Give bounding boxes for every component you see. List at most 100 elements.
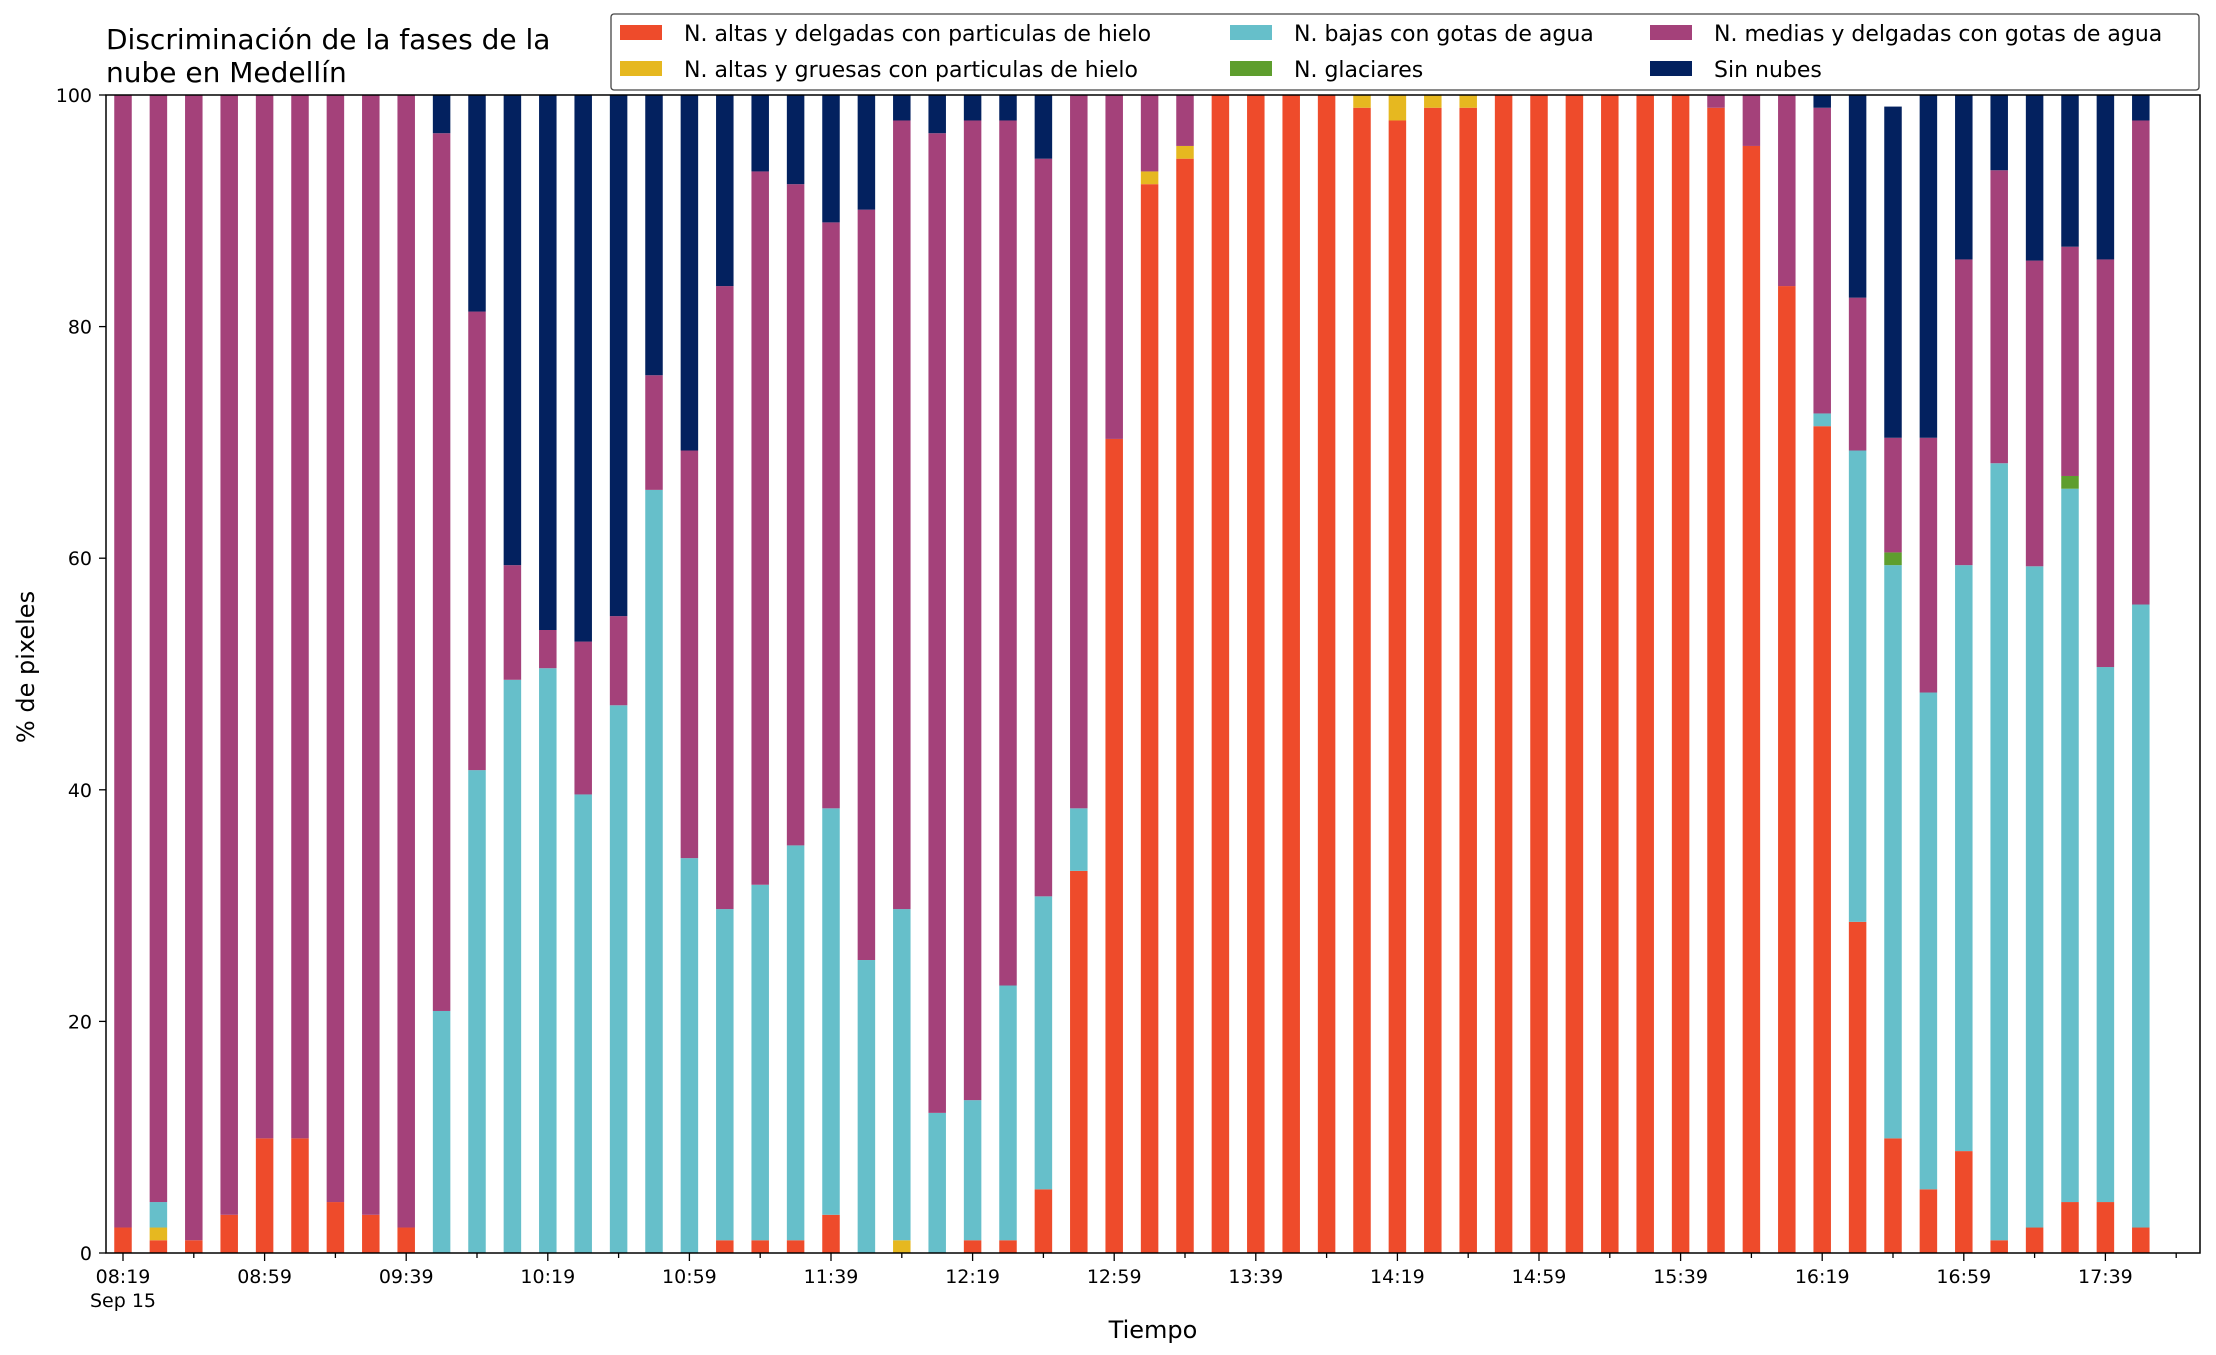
bar-segment bbox=[1034, 1189, 1053, 1253]
bar-segment bbox=[1353, 95, 1371, 108]
bar-segment bbox=[786, 1240, 805, 1253]
bar-segment bbox=[1140, 95, 1159, 172]
bar-segment bbox=[1105, 95, 1123, 439]
chart-title: Discriminación de la fases de la nube en… bbox=[106, 23, 559, 89]
bar-segment bbox=[1459, 95, 1477, 108]
bar-segment bbox=[1919, 95, 1938, 438]
bar-segment bbox=[1034, 95, 1053, 159]
bar-segment bbox=[1176, 95, 1194, 146]
bar-segment bbox=[963, 95, 982, 121]
legend-swatch bbox=[620, 61, 662, 76]
legend-label: N. bajas con gotas de agua bbox=[1294, 22, 1594, 47]
bar-segment bbox=[1848, 921, 1867, 1253]
bar-segment bbox=[1955, 259, 1973, 566]
bar-segment bbox=[1884, 106, 1902, 438]
bar-segment bbox=[999, 1240, 1017, 1253]
bar-segment bbox=[2025, 95, 2044, 261]
x-tick-label: 12:59 bbox=[1087, 1266, 1142, 1288]
bar-segment bbox=[1848, 297, 1867, 451]
bar-segment bbox=[574, 641, 592, 795]
bar-segment bbox=[255, 1138, 274, 1253]
bar-segment bbox=[786, 95, 805, 185]
bar-segment bbox=[326, 95, 345, 1203]
bar-segment bbox=[893, 909, 911, 1241]
bar-segment bbox=[1778, 286, 1796, 1253]
bar-segment bbox=[963, 1240, 982, 1253]
bar-segment bbox=[1176, 145, 1194, 159]
bar-segment bbox=[1955, 565, 1973, 1152]
bar-segment bbox=[149, 1240, 168, 1253]
bar-segment bbox=[2061, 488, 2079, 1203]
bar-segment bbox=[1919, 692, 1938, 1190]
bar-segment bbox=[1884, 565, 1902, 1139]
x-tick-label: 08:19 bbox=[96, 1266, 151, 1288]
legend-swatch bbox=[1230, 25, 1272, 40]
bar-segment bbox=[1140, 184, 1159, 1253]
bar-segment bbox=[539, 95, 557, 630]
bar-segment bbox=[220, 1214, 238, 1253]
bar-segment bbox=[362, 1214, 380, 1253]
bar-segment bbox=[503, 95, 522, 566]
bar-segment bbox=[1070, 95, 1088, 809]
bar-segment bbox=[1919, 437, 1938, 693]
bar-segment bbox=[2132, 120, 2150, 605]
bar-segment bbox=[2061, 475, 2079, 489]
bar-segment bbox=[680, 95, 699, 451]
bar-segment bbox=[149, 1202, 168, 1228]
bar-segment bbox=[397, 95, 415, 1228]
bar-segment bbox=[1459, 107, 1477, 1254]
bar-segment bbox=[397, 1227, 415, 1253]
bar-segment bbox=[2096, 95, 2115, 260]
bar-segment bbox=[645, 375, 663, 490]
bar-segment bbox=[1955, 1151, 1973, 1253]
bar-segment bbox=[2132, 1227, 2150, 1253]
bar-segment bbox=[255, 95, 274, 1139]
bar-segment bbox=[468, 95, 486, 312]
bar-segment bbox=[1671, 95, 1690, 1253]
bar-segment bbox=[149, 95, 168, 1203]
bar-segment bbox=[1990, 95, 2008, 171]
x-axis: 08:19 08:59 09:39 10:19 10:59 11:39 12:19 12:59… bbox=[90, 1253, 2177, 1312]
bar-segment bbox=[574, 95, 592, 642]
bar-segment bbox=[1813, 413, 1831, 427]
bar-segment bbox=[1070, 870, 1088, 1253]
bar-segment bbox=[1955, 95, 1973, 260]
plot-frame bbox=[105, 94, 2201, 1254]
bar-segment bbox=[786, 845, 805, 1241]
x-tick-label: 10:59 bbox=[662, 1266, 717, 1288]
legend-box bbox=[610, 13, 2200, 91]
bar-segment bbox=[786, 184, 805, 846]
bar-segment bbox=[822, 1214, 840, 1253]
bar-segment bbox=[468, 770, 486, 1253]
bar-segment bbox=[1211, 95, 1230, 1253]
bar-segment bbox=[114, 95, 132, 1228]
bar-segment bbox=[893, 1240, 911, 1253]
bar-segment bbox=[893, 95, 911, 121]
bar-segment bbox=[609, 95, 628, 617]
bar-segment bbox=[999, 985, 1017, 1241]
bar-segment bbox=[1813, 426, 1831, 1253]
bar-segment bbox=[185, 95, 203, 1241]
bar-segment bbox=[539, 668, 557, 1253]
x-tick-label: 17:39 bbox=[2078, 1266, 2133, 1288]
legend: N. altas y delgadas con particulas de hi… bbox=[610, 13, 2200, 91]
x-tick-sublabel: Sep 15 bbox=[90, 1290, 156, 1312]
legend-label: Sin nubes bbox=[1714, 58, 1822, 83]
x-tick-label: 13:39 bbox=[1228, 1266, 1283, 1288]
bar-segment bbox=[1494, 95, 1513, 1253]
x-tick-label: 10:19 bbox=[520, 1266, 575, 1288]
bar-segment bbox=[1813, 95, 1831, 108]
y-tick-label: 40 bbox=[68, 780, 92, 802]
y-axis-title: % de pixeles bbox=[12, 591, 40, 743]
bar-segment bbox=[1884, 552, 1902, 566]
bar-segment bbox=[1070, 808, 1088, 871]
bar-segment bbox=[680, 450, 699, 859]
bar-segment bbox=[822, 95, 840, 223]
legend-swatch bbox=[1650, 25, 1692, 40]
bar-segment bbox=[751, 171, 769, 885]
bar-segment bbox=[114, 1227, 132, 1253]
bar-segment bbox=[893, 120, 911, 910]
bar-segment bbox=[2096, 1202, 2115, 1253]
y-tick-label: 100 bbox=[56, 85, 92, 107]
legend-swatch bbox=[1650, 61, 1692, 76]
